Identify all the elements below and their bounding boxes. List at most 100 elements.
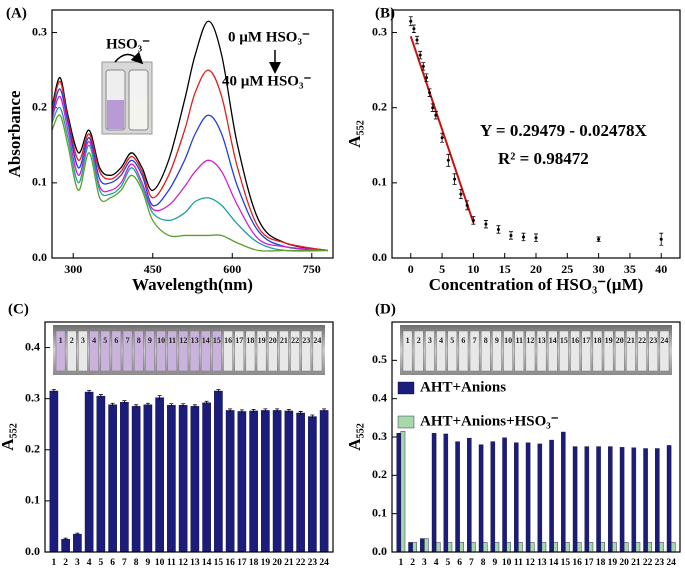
panel: (A) 0.0 0.1 0.2 0.3 300 450 600 750 Wavelength(nm… (5, 5, 334, 294)
vial (200, 330, 211, 372)
data-point (509, 233, 513, 237)
panel: (B) 0.0 0.1 0.2 0.3 0 5 10 15 20 25 30 35 40 Concentra… (345, 5, 681, 294)
vial-number: 1 (59, 336, 63, 345)
vial (256, 330, 267, 372)
bar (502, 437, 507, 553)
vial (581, 330, 592, 372)
bar (514, 442, 519, 553)
x-tick-label: 22 (643, 558, 653, 568)
y-tick-label: 0.4 (372, 390, 387, 404)
x-axis-label: Wavelength(nm) (132, 275, 253, 294)
data-point (409, 19, 413, 23)
vial (525, 330, 536, 372)
vial-number: 17 (582, 336, 590, 345)
x-tick-label: 12 (525, 558, 535, 568)
data-point (418, 53, 422, 57)
vial (603, 330, 614, 372)
vial-number: 15 (213, 336, 221, 345)
error-bar (322, 408, 327, 412)
vial (55, 330, 66, 372)
x-tick-label: 22 (296, 558, 306, 568)
bar (237, 411, 247, 553)
x-tick-label: 5 (439, 262, 445, 276)
y-tick-label: 0.1 (32, 175, 47, 189)
vial-number: 20 (269, 336, 277, 345)
bar (284, 410, 294, 553)
vial (89, 330, 99, 372)
bar (541, 542, 547, 553)
bar (608, 446, 613, 553)
vial (279, 330, 289, 372)
bar (155, 397, 164, 553)
error-bar (251, 409, 256, 413)
bar (537, 443, 543, 553)
x-tick-label: 14 (549, 558, 559, 568)
x-tick-label: 18 (596, 558, 606, 568)
y-tick-label: 0.5 (372, 352, 387, 366)
y-tick-label: 0.2 (372, 467, 387, 481)
x-tick-label: 6 (457, 558, 462, 568)
x-tick-label: 20 (619, 558, 629, 568)
bar (431, 432, 437, 553)
plot-frame (391, 9, 681, 259)
spectrum-line (51, 20, 328, 252)
x-tick-label: 19 (608, 558, 618, 568)
bar (525, 442, 531, 553)
annotation: 40 µM HSO₃⁻ (222, 73, 311, 89)
bar (435, 542, 441, 553)
vial (189, 330, 200, 372)
error-bar (145, 402, 150, 407)
y-tick-label: 0.1 (25, 493, 40, 507)
y-tick-label: 0.3 (372, 24, 387, 38)
x-tick-label: 8 (481, 558, 486, 568)
data-point (459, 192, 463, 196)
panel-label: (C) (8, 301, 29, 317)
vial-number: 4 (92, 336, 96, 345)
y-axis-label: A₅₅₂ (0, 423, 17, 451)
bar (190, 406, 200, 553)
spectrum-line (51, 88, 328, 252)
vial-number: 7 (126, 336, 130, 345)
vial-number: 14 (549, 336, 557, 345)
bar (120, 402, 129, 553)
data-point (453, 177, 457, 181)
x-tick-label: 750 (303, 262, 321, 276)
y-tick-label: 0.0 (372, 544, 387, 558)
vial (570, 330, 580, 372)
x-tick-label: 15 (499, 262, 511, 276)
bar (647, 542, 652, 553)
bar (467, 437, 472, 553)
vial-number: 13 (538, 336, 546, 345)
vial-number: 18 (593, 336, 601, 345)
bar (308, 416, 317, 553)
vial-number: 12 (179, 336, 187, 345)
y-tick-label: 0.2 (32, 99, 47, 113)
vial-number: 24 (660, 336, 668, 345)
bar (549, 439, 554, 553)
y-tick-label: 0.4 (25, 339, 40, 353)
bar (619, 447, 625, 553)
vial-number: 15 (560, 336, 568, 345)
vial-number: 9 (495, 336, 499, 345)
bar (561, 431, 566, 553)
x-tick-label: 12 (178, 558, 188, 568)
error-bar (192, 404, 197, 408)
y-axis-label: Absorbance (5, 90, 24, 177)
bar (643, 448, 648, 553)
bar (296, 412, 305, 553)
vial-right-liquid (130, 100, 147, 129)
data-point (440, 136, 444, 140)
y-tick-label: 0.0 (25, 544, 40, 558)
panel-label: (B) (375, 5, 395, 21)
bar (584, 446, 590, 553)
vial (122, 330, 133, 372)
bar (73, 533, 82, 553)
data-point (465, 203, 469, 207)
vial-number: 7 (473, 336, 477, 345)
x-tick-label: 19 (261, 558, 271, 568)
vial (78, 330, 88, 372)
x-tick-label: 7 (122, 558, 127, 568)
bar (588, 542, 594, 553)
